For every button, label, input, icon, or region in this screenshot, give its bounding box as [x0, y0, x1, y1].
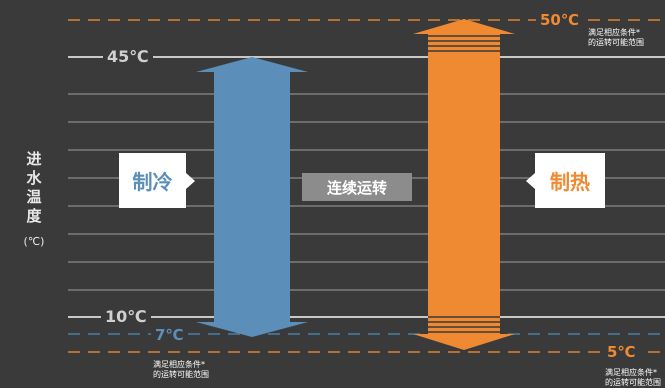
note-line: 满足相应条件* — [153, 360, 205, 369]
limit-50c-label: 50℃ — [536, 11, 584, 29]
y-axis-label-char: 水 — [26, 169, 42, 187]
limit-5c-label: 5℃ — [603, 343, 640, 361]
limit-50c-note: 满足相应条件* 的运转可能范围 — [588, 28, 644, 48]
cooling-mode-label: 制冷 — [119, 153, 195, 208]
tick-10c: 10℃ — [101, 308, 151, 326]
note-line: 满足相应条件* — [588, 28, 640, 37]
limit-7c-label: 7℃ — [151, 326, 188, 344]
y-axis-label-char: 度 — [26, 207, 42, 225]
y-axis-label-char: 进 — [26, 150, 42, 168]
heating-mode-label: 制热 — [526, 153, 605, 208]
y-axis-unit: (℃) — [23, 235, 45, 248]
note-line: 的运转可能范围 — [588, 38, 644, 47]
note-line: 的运转可能范围 — [153, 370, 209, 379]
limit-7c-note: 满足相应条件* 的运转可能范围 — [153, 360, 209, 380]
limit-5c-note: 满足相应条件* 的运转可能范围 — [605, 368, 661, 388]
heat-range-arrow — [413, 19, 515, 350]
note-line: 满足相应条件* — [605, 368, 657, 377]
y-axis-label: 进 水 温 度 (℃) — [20, 150, 48, 251]
y-axis-label-char: 温 — [26, 188, 42, 206]
note-line: 的运转可能范围 — [605, 378, 661, 387]
cool-range-arrow — [196, 57, 308, 337]
tick-45c: 45℃ — [103, 48, 153, 66]
heat-arrow-stripes — [428, 35, 500, 333]
continuous-operation-label: 连续运转 — [302, 173, 412, 201]
